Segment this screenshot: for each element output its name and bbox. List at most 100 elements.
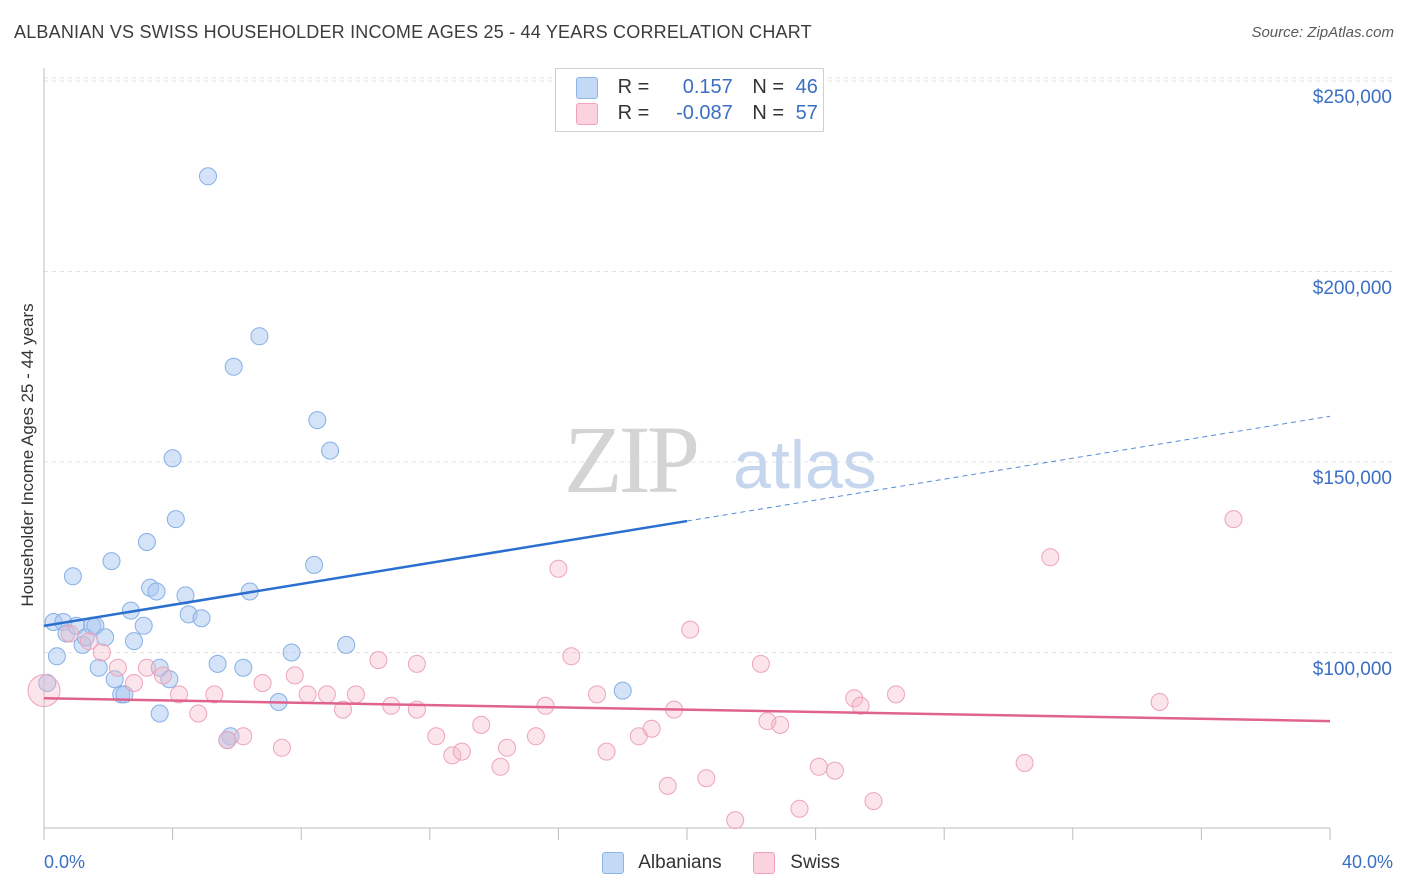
swiss-point	[864, 792, 883, 811]
swiss-point	[427, 727, 446, 746]
swiss-point	[154, 666, 172, 685]
albanian-point	[166, 510, 185, 529]
swiss-point	[346, 685, 365, 704]
swiss-point	[369, 651, 388, 670]
swiss-point	[526, 727, 545, 746]
albanian-point	[208, 654, 227, 673]
albanian-point	[308, 411, 327, 430]
x-tick-max: 40.0%	[1341, 852, 1393, 872]
correlation-legend: R = 0.157 N = 46 R = -0.087 N = 57	[555, 68, 824, 132]
swiss-point	[407, 654, 426, 673]
albanian-point	[337, 635, 356, 654]
legend-label-swiss: Swiss	[790, 852, 840, 874]
swiss-point	[452, 742, 471, 761]
swiss-point	[498, 738, 516, 757]
swiss-point	[125, 674, 143, 692]
swiss-point	[317, 685, 336, 704]
swiss-point	[205, 685, 224, 704]
albanian-point	[234, 658, 253, 677]
swiss-point	[272, 738, 291, 757]
albanian-point	[96, 628, 115, 647]
trend-lines	[43, 415, 1331, 723]
swiss-point	[771, 715, 790, 734]
legend-r-value: 0.157	[682, 76, 733, 98]
swiss-point	[443, 746, 462, 765]
axes	[43, 68, 1331, 840]
legend-row-swiss: R = -0.087 N = 57	[576, 102, 818, 126]
y-tick-150000: $150,000	[1312, 468, 1392, 489]
albanian-point	[137, 533, 156, 551]
y-tick-250000: $250,000	[1312, 87, 1392, 108]
swiss-point	[1224, 510, 1243, 529]
albanian-point	[305, 555, 324, 574]
albanian-point	[105, 670, 124, 689]
swiss-point	[588, 685, 606, 704]
grid-lines	[44, 77, 1394, 653]
swiss-point	[1015, 754, 1034, 772]
legend-n-label: N =	[752, 102, 785, 124]
albanian-point	[199, 167, 217, 186]
albanians-swatch	[602, 852, 624, 874]
swiss-point	[697, 769, 716, 788]
swiss-point	[597, 742, 616, 761]
swiss-point	[851, 696, 870, 715]
swiss-point	[809, 757, 828, 776]
x-tick-min: 0.0%	[44, 852, 86, 872]
swiss-point	[549, 559, 568, 578]
swiss-point	[170, 685, 188, 704]
legend-item-albanians[interactable]: Albanians	[602, 852, 722, 874]
data-points	[27, 167, 1243, 830]
albanian-point	[150, 704, 169, 723]
swiss-swatch	[576, 102, 598, 125]
swiss-point	[681, 620, 700, 639]
albanian-point	[125, 632, 143, 651]
albanian-point	[250, 327, 269, 346]
albanian-point	[102, 552, 121, 571]
swiss-point	[234, 727, 253, 746]
albanian-point	[224, 357, 243, 376]
swiss-point	[472, 715, 491, 734]
swiss-point	[825, 761, 844, 780]
source-label: Source: ZipAtlas.com	[1251, 24, 1394, 41]
swiss-point	[642, 719, 661, 738]
albanian-point	[282, 643, 301, 662]
y-tick-200000: $200,000	[1312, 278, 1392, 299]
swiss-point	[491, 757, 510, 776]
albanian-point	[613, 681, 632, 700]
swiss-point	[562, 647, 581, 666]
swiss-point	[726, 811, 745, 830]
legend-r-label: R =	[617, 102, 650, 124]
swiss-point	[334, 700, 352, 719]
legend-n-value: 57	[795, 102, 818, 124]
swiss-point	[27, 674, 61, 708]
swiss-point	[253, 674, 272, 692]
swiss-point	[137, 658, 156, 677]
albanian-point	[192, 609, 211, 628]
swiss-point	[285, 666, 304, 685]
series-legend: Albanians Swiss	[0, 852, 1406, 878]
albanian-point	[321, 441, 340, 460]
swiss-trend-line	[43, 696, 1331, 723]
swiss-point	[80, 632, 98, 651]
swiss-point	[189, 704, 208, 723]
swiss-point	[92, 643, 111, 662]
swiss-point	[298, 685, 317, 704]
swiss-point	[1150, 693, 1169, 711]
legend-r-label: R =	[617, 76, 650, 98]
swiss-point	[751, 654, 770, 673]
albanians-swatch	[576, 76, 598, 99]
swiss-point	[218, 731, 237, 750]
legend-label-albanians: Albanians	[638, 852, 722, 874]
swiss-point	[60, 624, 79, 643]
albanian-trend-extension	[686, 415, 1331, 522]
watermark-atlas: atlas	[733, 427, 877, 503]
swiss-point	[790, 799, 809, 818]
legend-item-swiss[interactable]: Swiss	[753, 852, 840, 874]
swiss-point	[887, 685, 905, 704]
legend-n-label: N =	[752, 76, 785, 98]
swiss-point	[845, 689, 864, 708]
albanian-point	[147, 582, 166, 601]
swiss-point	[108, 658, 127, 677]
swiss-point	[658, 776, 677, 795]
